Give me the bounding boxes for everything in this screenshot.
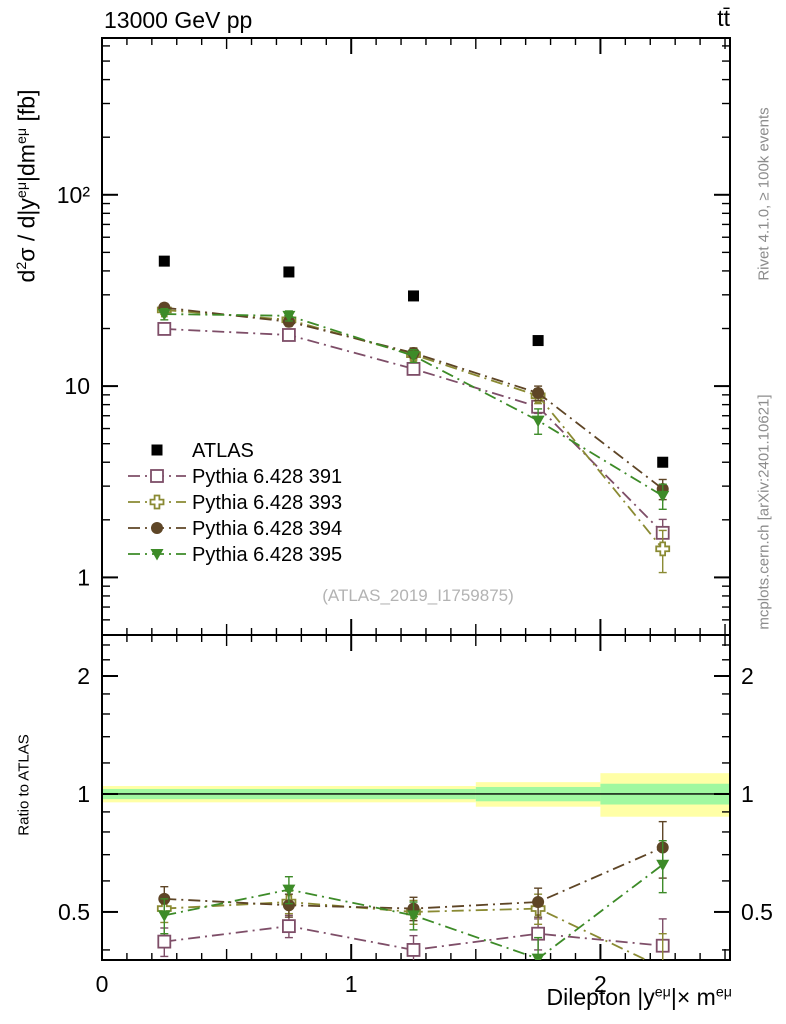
svg-text:0.5: 0.5 <box>58 899 90 925</box>
legend-label-p394: Pythia 6.428 394 <box>192 518 342 540</box>
legend-label-p395: Pythia 6.428 395 <box>192 544 342 566</box>
y-axis-label: d2σ / d|yeμ|dmeμ [fb] <box>13 89 40 283</box>
series-atlas-top <box>158 255 669 468</box>
svg-text:10²: 10² <box>57 182 91 208</box>
axis-tick-labels: 0 1 2 1 10 10² 0.5 0.5 1 1 2 2 <box>57 182 773 997</box>
x-axis-label: Dilepton |yeμ|× meμ <box>546 984 732 1010</box>
svg-text:1: 1 <box>77 564 90 590</box>
series-p395-ratio <box>157 839 670 960</box>
ratio-uncertainty-bands <box>102 773 730 817</box>
legend-label-p391: Pythia 6.428 391 <box>192 466 342 488</box>
legend: ATLAS Pythia 6.428 391 Pythia 6.428 393 Pyt… <box>128 440 342 566</box>
svg-text:2: 2 <box>594 971 607 997</box>
series-p395-top <box>157 307 670 510</box>
svg-text:1: 1 <box>345 971 358 997</box>
svg-text:10: 10 <box>64 373 90 399</box>
analysis-watermark: (ATLAS_2019_I1759875) <box>322 586 514 605</box>
rivet-version-note: Rivet 4.1.0, ≥ 100k events <box>755 107 773 281</box>
mcplots-arxiv-note: mcplots.cern.ch [arXiv:2401.10621] <box>755 394 773 630</box>
svg-text:1: 1 <box>741 781 754 807</box>
ratio-axis-label: Ratio to ATLAS <box>15 734 33 836</box>
svg-text:0: 0 <box>96 971 109 997</box>
svg-text:2: 2 <box>741 663 754 689</box>
title-process: tt̄ <box>717 5 730 31</box>
legend-label-p393: Pythia 6.428 393 <box>192 492 342 514</box>
title-beam-energy: 13000 GeV pp <box>104 7 253 33</box>
svg-text:2: 2 <box>77 663 90 689</box>
legend-item-p394: Pythia 6.428 394 <box>128 518 342 540</box>
legend-item-p393: Pythia 6.428 393 <box>128 492 342 514</box>
panel-frames <box>101 37 731 961</box>
svg-text:1: 1 <box>77 781 90 807</box>
legend-label-atlas: ATLAS <box>192 440 254 462</box>
axis-ticks <box>101 38 730 960</box>
legend-item-p395: Pythia 6.428 395 <box>128 544 342 566</box>
legend-item-p391: Pythia 6.428 391 <box>128 466 342 488</box>
svg-text:0.5: 0.5 <box>741 899 773 925</box>
legend-item-atlas: ATLAS <box>151 440 254 462</box>
